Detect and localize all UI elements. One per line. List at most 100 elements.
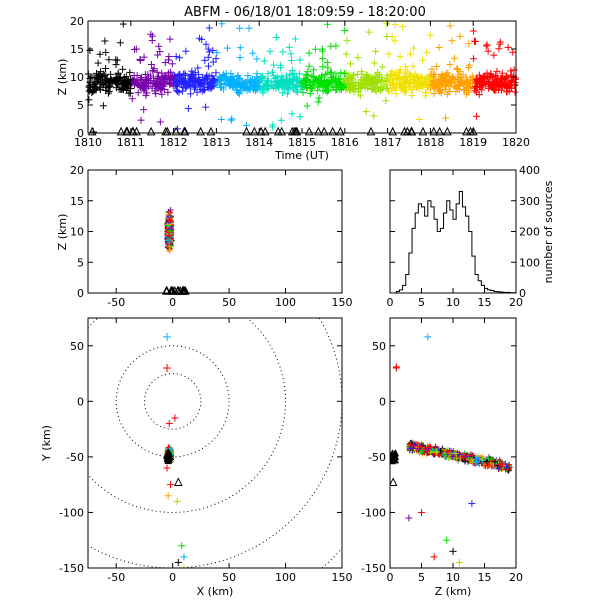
source-mark	[105, 79, 113, 87]
source-mark	[169, 82, 177, 90]
source-mark	[288, 57, 296, 65]
source-mark	[101, 37, 109, 45]
source-mark	[239, 83, 247, 91]
source-mark	[370, 112, 378, 120]
source-mark	[167, 68, 175, 76]
source-mark	[394, 71, 402, 79]
source-mark	[147, 30, 155, 38]
source-mark	[357, 76, 365, 84]
source-mark	[506, 81, 514, 89]
source-mark	[444, 69, 452, 77]
source-mark	[453, 64, 461, 72]
source-mark	[303, 102, 311, 110]
source-mark	[93, 78, 101, 86]
source-mark	[414, 83, 422, 91]
source-mark	[336, 75, 344, 83]
source-mark	[148, 32, 156, 40]
source-mark	[107, 70, 115, 78]
source-mark	[507, 67, 515, 75]
source-mark	[490, 51, 498, 59]
station-triangle	[443, 126, 452, 136]
source-mark	[140, 106, 148, 114]
source-mark	[383, 84, 391, 92]
source-mark	[457, 73, 465, 81]
source-mark	[378, 78, 386, 86]
source-mark	[153, 82, 161, 90]
source-mark	[293, 82, 301, 90]
source-mark	[283, 75, 291, 83]
source-mark	[354, 54, 362, 62]
source-mark	[446, 22, 454, 30]
source-mark	[416, 73, 424, 81]
source-mark	[313, 86, 321, 94]
source-mark	[406, 70, 414, 78]
source-mark	[423, 49, 431, 57]
source-mark	[228, 115, 236, 123]
source-mark	[493, 67, 501, 75]
source-mark	[324, 79, 332, 87]
source-mark	[454, 65, 462, 73]
source-mark	[104, 89, 112, 97]
source-mark	[102, 48, 110, 56]
station-triangle	[196, 126, 205, 136]
source-mark	[301, 77, 309, 85]
source-mark	[204, 53, 212, 61]
source-mark	[424, 79, 432, 87]
source-mark	[112, 61, 120, 69]
source-mark	[194, 76, 202, 84]
source-mark	[227, 116, 235, 124]
source-mark	[383, 33, 391, 41]
source-mark	[198, 81, 206, 89]
station-triangle	[206, 126, 216, 136]
source-mark	[449, 72, 457, 80]
source-mark	[287, 50, 295, 58]
station-triangle	[407, 126, 417, 136]
source-mark	[195, 70, 203, 78]
source-mark	[476, 82, 484, 90]
source-mark	[448, 74, 456, 82]
source-mark	[325, 86, 333, 94]
source-mark	[143, 79, 151, 87]
source-mark	[204, 45, 212, 53]
source-mark	[224, 44, 232, 52]
source-mark	[134, 89, 142, 97]
station-triangle	[304, 126, 314, 136]
source-mark	[136, 55, 144, 63]
source-mark	[385, 79, 393, 87]
source-mark	[343, 37, 351, 45]
source-mark	[202, 103, 210, 111]
source-mark	[176, 76, 184, 84]
source-mark	[396, 53, 404, 61]
x-tick-label: 1813	[202, 136, 230, 149]
source-mark	[88, 89, 96, 97]
station-triangle	[403, 126, 412, 136]
source-mark	[448, 37, 456, 45]
source-mark	[123, 86, 131, 94]
figure-title: ABFM - 06/18/01 18:09:59 - 18:20:00	[184, 5, 426, 20]
source-mark	[193, 88, 201, 96]
source-mark	[205, 24, 213, 32]
source-mark	[391, 20, 399, 28]
source-mark	[212, 69, 220, 77]
source-mark	[296, 56, 304, 64]
source-mark	[306, 78, 314, 86]
source-mark	[151, 87, 159, 95]
source-mark	[443, 78, 451, 86]
source-mark	[356, 92, 364, 100]
source-mark	[296, 113, 304, 121]
source-mark	[484, 47, 492, 55]
y-tick-label: 10	[70, 71, 84, 84]
source-mark	[144, 75, 152, 83]
source-mark	[268, 81, 276, 89]
source-mark	[119, 20, 127, 28]
station-triangle	[242, 126, 251, 136]
source-mark	[467, 77, 475, 85]
source-mark	[201, 56, 209, 64]
source-mark	[428, 65, 436, 73]
source-mark	[386, 70, 394, 78]
source-mark	[469, 27, 477, 35]
source-mark	[362, 108, 370, 116]
source-mark	[494, 75, 502, 83]
source-mark	[441, 86, 449, 94]
